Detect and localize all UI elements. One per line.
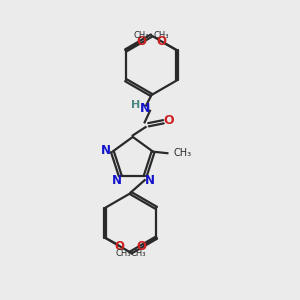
Text: N: N xyxy=(101,144,111,157)
Text: O: O xyxy=(136,239,147,253)
Text: H: H xyxy=(130,100,140,110)
Text: N: N xyxy=(112,175,122,188)
Text: O: O xyxy=(157,35,167,48)
Text: O: O xyxy=(115,239,125,253)
Text: N: N xyxy=(140,102,151,115)
Text: CH₃: CH₃ xyxy=(130,249,146,258)
Text: O: O xyxy=(163,114,174,128)
Text: CH₃: CH₃ xyxy=(134,31,149,40)
Text: O: O xyxy=(136,35,146,48)
Text: N: N xyxy=(145,174,155,187)
Text: CH₃: CH₃ xyxy=(174,148,192,158)
Text: CH₃: CH₃ xyxy=(116,249,131,258)
Text: CH₃: CH₃ xyxy=(154,31,169,40)
